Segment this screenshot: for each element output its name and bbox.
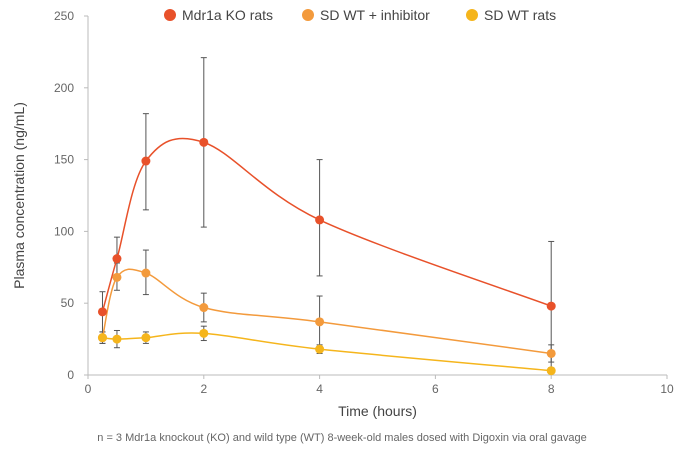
- series-line-sd-wt-rats: [102, 332, 552, 372]
- footnote: n = 3 Mdr1a knockout (KO) and wild type …: [97, 432, 586, 444]
- data-point-mdr1a-ko-rats: [141, 156, 151, 166]
- error-bars: [99, 57, 555, 375]
- legend-item-sd-wt-rats: SD WT rats: [466, 7, 556, 23]
- legend-item-sd-wt-inhibitor: SD WT + inhibitor: [302, 7, 430, 23]
- series-lines: [101, 137, 552, 372]
- data-point-sd-wt-rats: [546, 366, 556, 376]
- x-tick-label: 8: [548, 382, 555, 396]
- data-point-sd-wt-inhibitor: [199, 303, 209, 313]
- data-point-mdr1a-ko-rats: [315, 215, 325, 225]
- x-tick-label: 2: [200, 382, 207, 396]
- axes: [87, 16, 667, 376]
- y-tick-label: 150: [54, 153, 74, 167]
- data-point-sd-wt-rats: [97, 333, 107, 343]
- legend-marker: [302, 9, 314, 21]
- x-tick-label: 0: [85, 382, 92, 396]
- legend-label: Mdr1a KO rats: [182, 7, 273, 23]
- y-tick-labels: 0 50 100 150 200 250: [54, 9, 88, 382]
- data-point-sd-wt-inhibitor: [141, 268, 151, 278]
- y-tick-label: 50: [61, 296, 75, 310]
- data-point-mdr1a-ko-rats: [112, 254, 122, 264]
- data-point-sd-wt-rats: [315, 344, 325, 354]
- legend-label: SD WT + inhibitor: [320, 7, 430, 23]
- y-tick-label: 0: [67, 368, 74, 382]
- data-point-mdr1a-ko-rats: [199, 137, 209, 147]
- data-point-sd-wt-inhibitor: [112, 272, 122, 282]
- y-tick-label: 250: [54, 9, 74, 23]
- series-points: [97, 137, 556, 376]
- x-tick-label: 6: [432, 382, 439, 396]
- y-tick-label: 200: [54, 81, 74, 95]
- legend-marker: [466, 9, 478, 21]
- data-point-mdr1a-ko-rats: [546, 301, 556, 311]
- y-axis-title: Plasma concentration (ng/mL): [11, 102, 27, 289]
- x-tick-label: 4: [316, 382, 323, 396]
- series-line-mdr1a-ko-rats: [101, 137, 552, 313]
- data-point-sd-wt-rats: [141, 333, 151, 343]
- legend-label: SD WT rats: [484, 7, 556, 23]
- data-point-sd-wt-rats: [112, 334, 122, 344]
- x-tick-labels: 0 2 4 6 8 10: [85, 375, 674, 396]
- legend: Mdr1a KO rats SD WT + inhibitor SD WT rats: [164, 7, 556, 23]
- x-tick-label: 10: [660, 382, 674, 396]
- y-tick-label: 100: [54, 224, 74, 238]
- legend-item-mdr1a-ko-rats: Mdr1a KO rats: [164, 7, 273, 23]
- data-point-mdr1a-ko-rats: [97, 307, 107, 317]
- data-point-sd-wt-inhibitor: [546, 348, 556, 358]
- x-axis-title: Time (hours): [338, 403, 417, 419]
- data-point-sd-wt-inhibitor: [315, 317, 325, 327]
- legend-marker: [164, 9, 176, 21]
- data-point-sd-wt-rats: [199, 328, 209, 338]
